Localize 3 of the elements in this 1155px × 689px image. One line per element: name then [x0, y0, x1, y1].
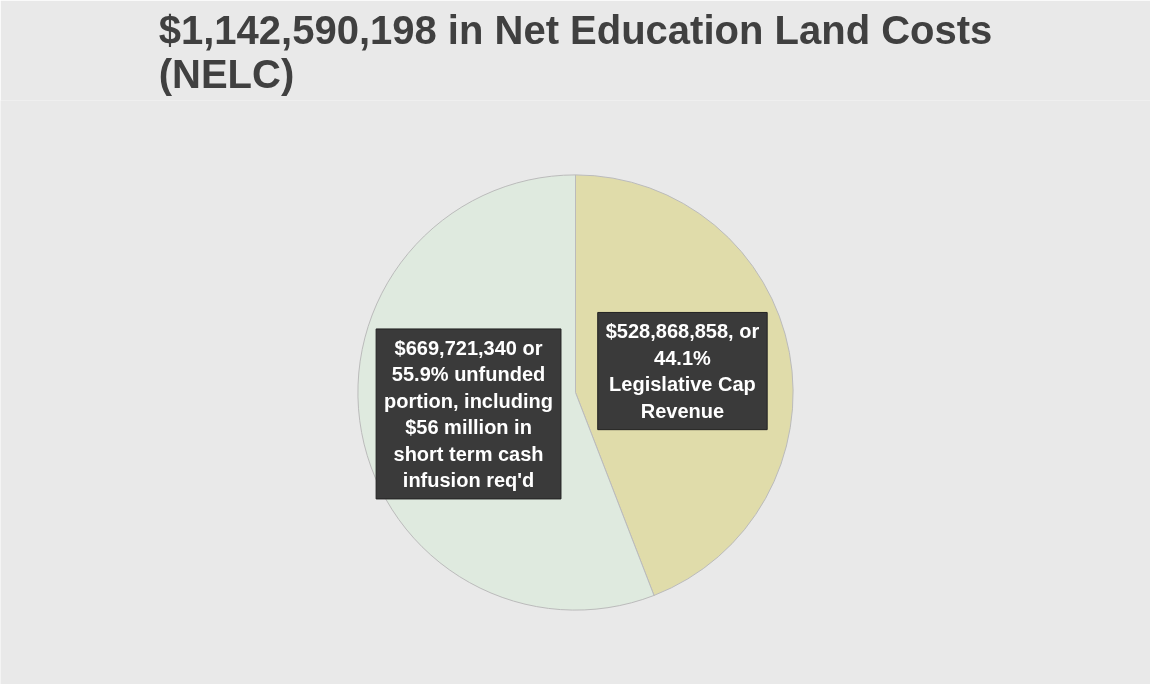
data-label: $669,721,340 or 55.9% unfunded portion, including $56 million in short term cash infusion req'd: [384, 336, 553, 491]
data-label: $528,868,858, or 44.1% Legislative Cap Revenue: [605, 320, 760, 422]
chart-title: $1,142,590,198 in Net Education Land Costs (NELC): [158, 7, 993, 96]
